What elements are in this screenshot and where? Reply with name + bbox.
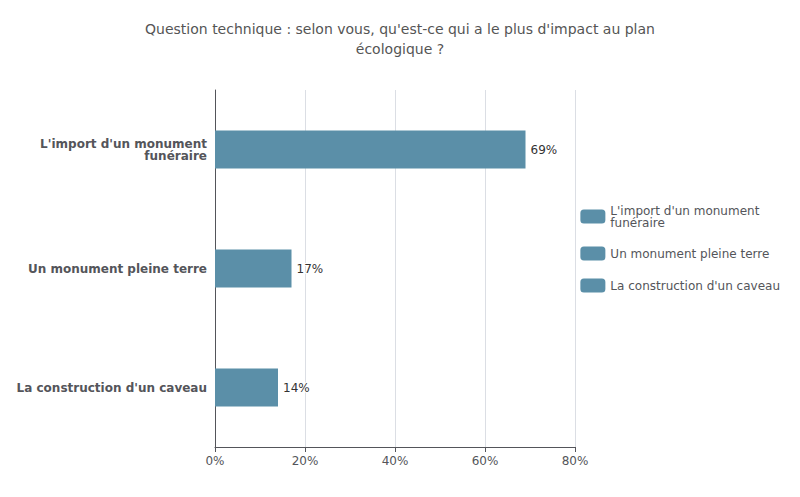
svg-text:60%: 60% <box>472 454 499 468</box>
svg-text:14%: 14% <box>283 381 310 395</box>
svg-text:17%: 17% <box>297 262 324 276</box>
svg-text:La construction d'un caveau: La construction d'un caveau <box>17 381 207 395</box>
svg-text:funéraire: funéraire <box>610 216 665 230</box>
svg-text:40%: 40% <box>382 454 409 468</box>
svg-text:69%: 69% <box>531 143 558 157</box>
svg-text:80%: 80% <box>562 454 589 468</box>
svg-text:Un monument pleine terre: Un monument pleine terre <box>28 262 207 276</box>
svg-text:L'import d'un monument: L'import d'un monument <box>610 203 760 218</box>
svg-text:La construction d'un caveau: La construction d'un caveau <box>610 279 780 293</box>
svg-text:Question technique : selon vou: Question technique : selon vous, qu'est-… <box>145 21 655 37</box>
svg-text:L'import d'un monument: L'import d'un monument <box>40 136 207 151</box>
svg-text:funéraire: funéraire <box>144 149 207 163</box>
svg-text:Un monument pleine terre: Un monument pleine terre <box>610 247 769 261</box>
svg-text:écologique ?: écologique ? <box>356 41 444 57</box>
svg-text:20%: 20% <box>292 454 319 468</box>
svg-text:0%: 0% <box>205 454 224 468</box>
